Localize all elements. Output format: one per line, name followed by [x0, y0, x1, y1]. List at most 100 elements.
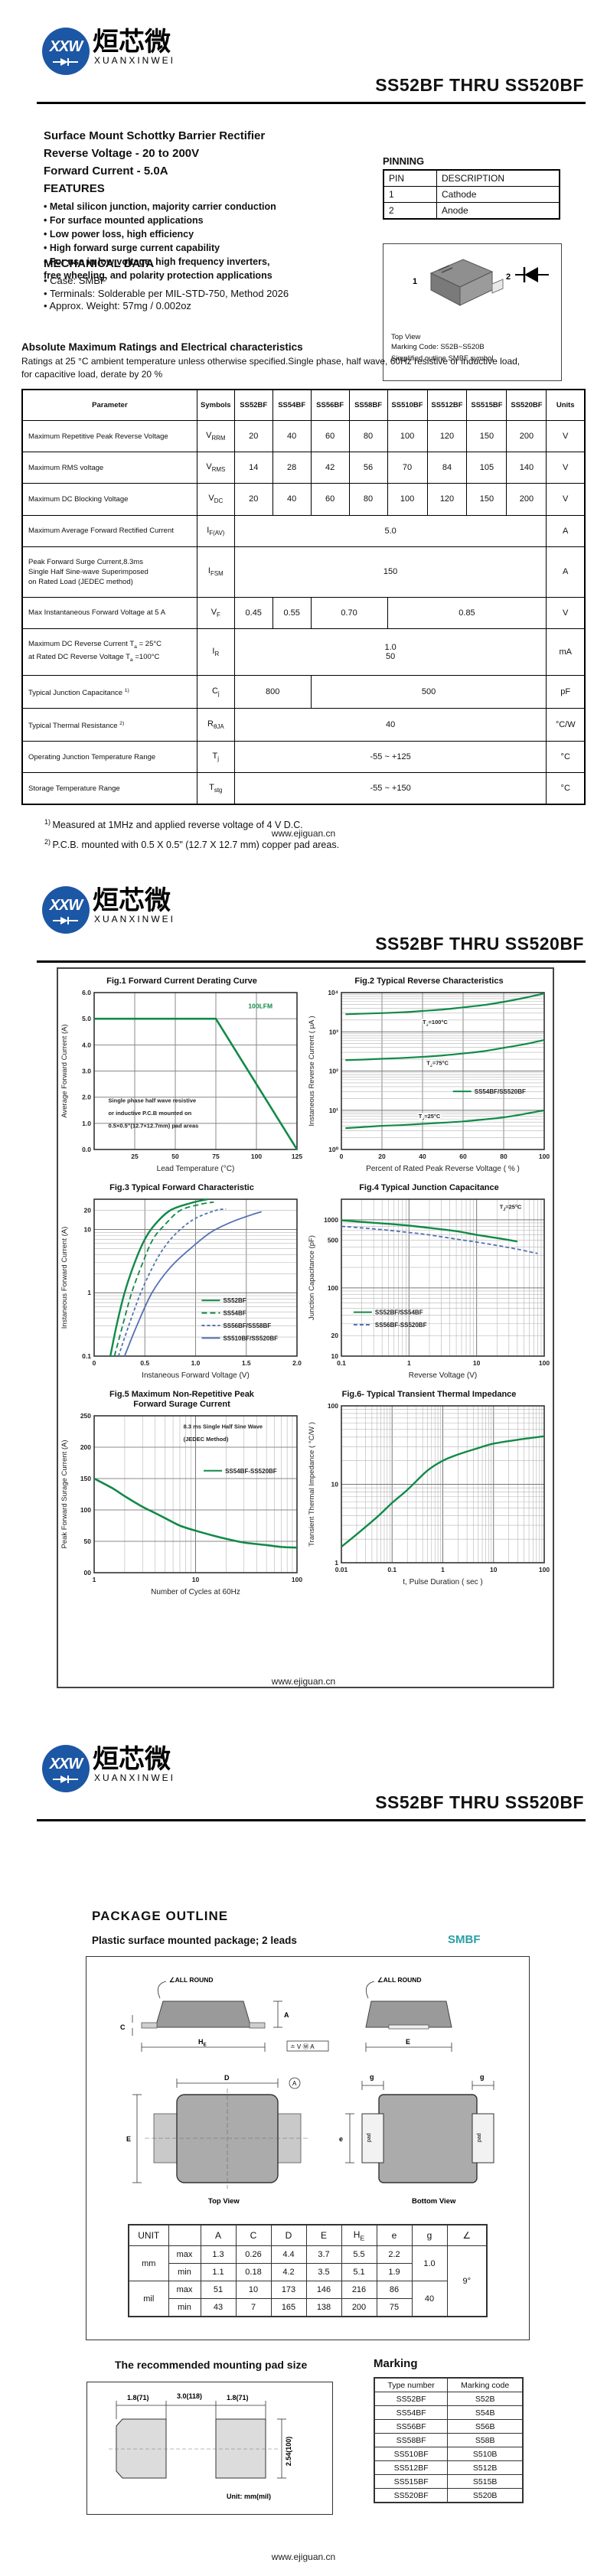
dim-header: g	[411, 2224, 448, 2247]
table-row: SS515BF S515B	[374, 2474, 524, 2489]
svg-text:10⁰: 10⁰	[328, 1146, 338, 1153]
logo-company-name-en: XUANXINWEI	[94, 1772, 176, 1783]
chart-annotation: (JEDEC Method)	[183, 1436, 228, 1443]
dim-cell: 1.9	[376, 2263, 413, 2282]
parameter-cell: Maximum DC Reverse Current Ta = 25°C at R…	[21, 628, 197, 676]
chart-annotation: 8.3 ms Single Half Sine Wave	[183, 1423, 263, 1430]
chart-plot: 0 0.5 1.0 1.5 2.0 0.1 1 10 20 Instaneous Forward …	[60, 1198, 302, 1380]
footer-website: www.ejiguan.cn	[271, 1676, 336, 1687]
svg-text:250: 250	[80, 1412, 90, 1420]
features-list: Metal silicon junction, majority carrier…	[44, 200, 350, 282]
svg-text:200: 200	[80, 1443, 90, 1451]
dim-cell: 10	[235, 2281, 272, 2300]
dim-cell: 138	[305, 2298, 342, 2317]
parameter-cell: Maximum Average Forward Rectified Curren…	[21, 514, 197, 547]
unit-cell: pF	[546, 674, 586, 709]
value-cell: 60	[310, 483, 350, 516]
mechanical-heading: MECHANICAL DATA	[44, 257, 155, 270]
series-Tj=75C	[344, 1039, 544, 1061]
value-cell: 20	[233, 419, 273, 453]
dim-header: UNIT	[128, 2224, 169, 2247]
ratings-conditions: Ratings at 25 °C ambient temperature unl…	[21, 356, 521, 380]
characteristics-chart-box: Fig.1 Forward Current Derating Curve 25 50…	[57, 967, 554, 1688]
series-SS56BF/SS58BF	[117, 1208, 226, 1357]
chart-annotation: Single phase half wave resistive	[108, 1097, 196, 1104]
value-cell: 105	[466, 452, 507, 484]
chart-cell: Fig.1 Forward Current Derating Curve 25 50…	[58, 977, 305, 1177]
table-row: mil max 51 10 173 146 216 86 40	[128, 2281, 487, 2317]
table-row: SS58BF S58B	[374, 2433, 524, 2447]
dim-g-label: g	[480, 2073, 485, 2081]
marking-cell: S510B	[447, 2447, 524, 2461]
logo-company-name-cn: 烜芯微	[93, 27, 171, 57]
logo-diode-icon	[42, 915, 90, 929]
table-row: Operating Junction Temperature Range Tj -5…	[21, 741, 586, 774]
svg-text:1: 1	[441, 1566, 445, 1573]
table-row: Storage Temperature Range Tstg -55 ~ +150 °…	[21, 772, 586, 805]
svg-text:50: 50	[171, 1153, 179, 1160]
bottom-view-label: Bottom View	[412, 2197, 456, 2206]
company-logo: XXW 烜芯微 XUANXINWEI	[42, 886, 175, 934]
list-item: For surface mounted applications	[44, 214, 350, 227]
svg-text:1.0: 1.0	[191, 1359, 200, 1367]
part-range-title: SS52BF THRU SS520BF	[375, 75, 584, 95]
value-cell: 0.70	[310, 596, 388, 629]
footer-website: www.ejiguan.cn	[271, 2552, 336, 2562]
marking-header: Marking code	[447, 2377, 524, 2392]
unit-cell: A	[546, 546, 586, 598]
svg-text:1: 1	[406, 1359, 410, 1367]
legend-entry: SS510BF/SS520BF	[223, 1335, 278, 1342]
legend-entry: SS54BF	[223, 1310, 246, 1317]
svg-text:20: 20	[331, 1332, 338, 1339]
chart-cell: Fig.5 Maximum Non-Repetitive Peak Forward…	[58, 1390, 305, 1600]
dim-cell: 146	[305, 2281, 342, 2300]
chart-title: Fig.1 Forward Current Derating Curve	[106, 977, 257, 986]
svg-text:2.0: 2.0	[82, 1094, 91, 1101]
value-cell: 40	[272, 483, 312, 516]
dimension-table: UNIT A C D E HE e g ∠ mm max 1.3 0.26 4.4 3.7 5.5 2.2 1.0…	[128, 2224, 488, 2318]
package-outline-drawing: ∠ALL ROUND C A HE​ ≐ V Ⓜ A ∠ALL ROUND E	[120, 1976, 494, 2206]
parameter-cell: Maximum Repetitive Peak Reverse Voltage	[21, 419, 197, 453]
pin1-label: 1	[413, 277, 417, 286]
value-cell: 500	[310, 674, 547, 709]
list-item: Case: SMBF	[44, 275, 365, 288]
unit-cell: °C/W	[546, 707, 586, 742]
dim-header: HE	[341, 2224, 377, 2247]
value-cell: 40	[233, 707, 547, 742]
symbol-cell: VRMS	[196, 452, 235, 484]
table-row: Maximum DC Blocking Voltage VDC 20 40 60 80 10…	[21, 483, 586, 516]
dim-cell: 5.5	[341, 2245, 377, 2265]
value-cell: -55 ~ +125	[233, 741, 547, 774]
summary-line: Surface Mount Schottky Barrier Rectifier	[44, 129, 266, 142]
svg-text:0.0: 0.0	[82, 1146, 91, 1153]
symbol-cell: IF(AV)	[196, 514, 235, 547]
top-view-label: Top View	[391, 333, 421, 341]
value-cell: 80	[348, 483, 388, 516]
dim-cell: 5.1	[341, 2263, 377, 2282]
svg-text:Number of Cycles at 60Hz: Number of Cycles at 60Hz	[151, 1588, 240, 1596]
outline-symbol-label: Simplified outline SMBF symbol	[391, 354, 494, 363]
marking-heading: Marking	[374, 2357, 418, 2370]
unit-cell: °C	[546, 741, 586, 774]
note-item: 1) Measured at 1MHz and applied reverse …	[44, 818, 303, 831]
value-cell: 14	[233, 452, 273, 484]
dim-header	[168, 2224, 201, 2247]
value-cell: 60	[310, 419, 350, 453]
dim-cell: mm	[128, 2245, 169, 2282]
parameter-cell: Peak Forward Surge Current,8.3ms Single H…	[21, 546, 197, 598]
page-2: XXW 烜芯微 XUANXINWEI SS52BF THRU SS520BF F…	[0, 859, 607, 1717]
unit-cell: mA	[546, 628, 586, 676]
svg-text:1: 1	[335, 1559, 338, 1567]
value-cell: 150	[466, 419, 507, 453]
table-row: Peak Forward Surge Current,8.3ms Single H…	[21, 546, 586, 598]
marking-cell: SS54BF	[374, 2405, 449, 2420]
dim-e-small-label: e	[339, 2135, 343, 2143]
logo-diode-icon	[42, 1774, 90, 1788]
chart-plot: 25 50 75 100 125 0.0 1.0 2.0 3.0 4.0 5.0 6.0 Lead Te…	[60, 989, 302, 1173]
dim-cell: max	[168, 2281, 201, 2300]
dim-header: A	[200, 2224, 237, 2247]
value-cell: 150	[233, 546, 547, 598]
ratings-header: SS515BF	[466, 389, 507, 421]
pad-dim-mid: 3.0(118)	[177, 2392, 202, 2400]
table-row: SS54BF S54B	[374, 2405, 524, 2420]
